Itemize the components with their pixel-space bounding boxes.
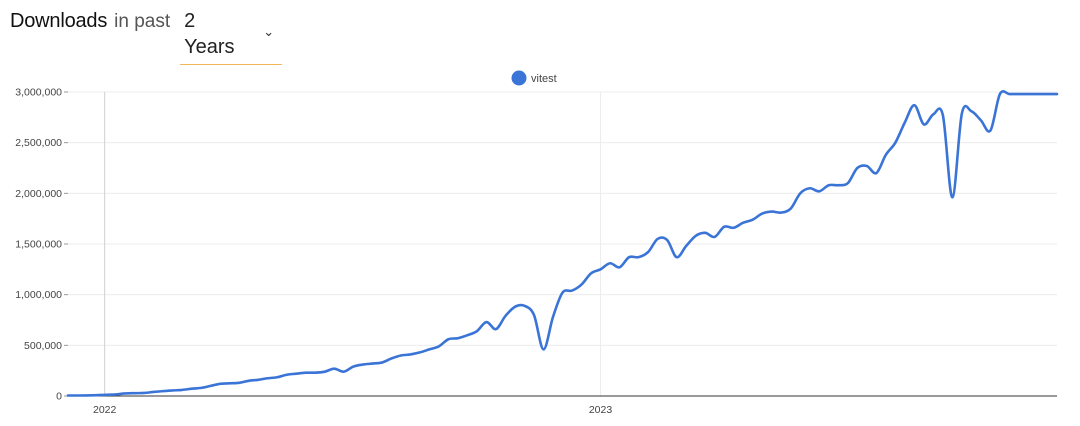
- y-tick-label: 500,000: [24, 340, 62, 352]
- y-tick-label: 1,500,000: [15, 239, 62, 251]
- x-tick-label: 2023: [589, 404, 613, 416]
- legend-label-vitest: vitest: [531, 73, 557, 85]
- y-tick-label: 3,000,000: [15, 87, 62, 99]
- in-past-label: in past: [114, 11, 171, 32]
- y-tick-label: 2,000,000: [15, 188, 62, 200]
- range-select-value: 2 Years: [184, 10, 235, 58]
- series-line-vitest: [66, 90, 1059, 397]
- y-tick-label: 2,500,000: [15, 137, 62, 149]
- range-select[interactable]: 2 Years ⌄: [180, 8, 283, 65]
- legend-marker-vitest: [511, 70, 527, 86]
- chevron-down-icon: ⌄: [263, 24, 275, 39]
- x-tick-label: 2022: [93, 404, 117, 416]
- y-tick-label: 1,000,000: [15, 289, 62, 301]
- y-tick-label: 0: [56, 391, 62, 403]
- downloads-header: Downloads in past 2 Years ⌄: [10, 8, 283, 65]
- downloads-title: Downloads: [10, 10, 108, 32]
